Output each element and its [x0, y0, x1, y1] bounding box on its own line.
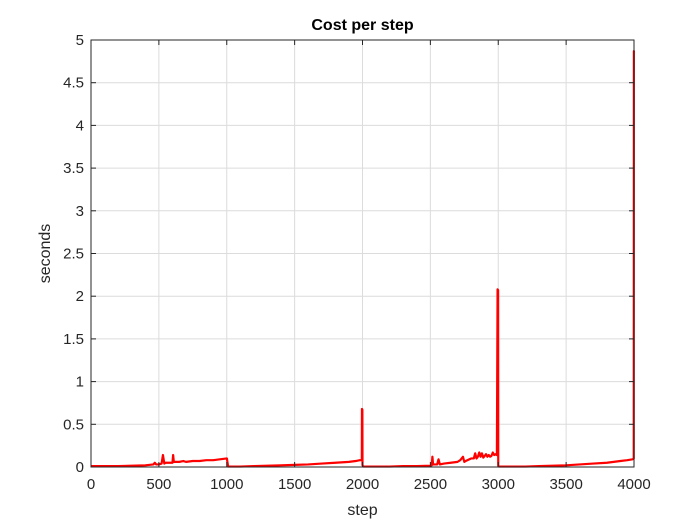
x-tick-label: 2000 [346, 476, 379, 493]
x-tick-label: 1500 [278, 476, 311, 493]
y-tick-label: 1 [76, 374, 84, 391]
x-tick-label: 4000 [617, 476, 650, 493]
x-tick-label: 2500 [414, 476, 447, 493]
y-tick-label: 4 [76, 117, 84, 134]
x-axis-label: step [347, 502, 377, 519]
y-tick-label: 1.5 [63, 331, 84, 348]
chart-title: Cost per step [311, 17, 413, 34]
series-layer [91, 49, 636, 468]
y-tick-label: 3.5 [63, 160, 84, 177]
y-tick-label: 4.5 [63, 75, 84, 92]
ticks: 0 500 1000 1500 2000 2500 3000 3500 4000 0 0.5 1 1.5… [63, 32, 651, 493]
y-tick-label: 5 [76, 32, 84, 49]
y-tick-label: 0.5 [63, 416, 84, 433]
y-tick-label: 2 [76, 288, 84, 305]
x-tick-label: 3500 [549, 476, 582, 493]
x-tick-label: 0 [87, 476, 95, 493]
y-axis-label: seconds [37, 224, 54, 284]
y-tick-label: 0 [76, 459, 84, 476]
y-tick-label: 3 [76, 203, 84, 220]
x-tick-label: 500 [146, 476, 171, 493]
y-tick-label: 2.5 [63, 246, 84, 263]
x-tick-label: 3000 [482, 476, 515, 493]
grid [91, 40, 634, 467]
x-tick-label: 1000 [210, 476, 243, 493]
series-line-0 [91, 49, 636, 468]
